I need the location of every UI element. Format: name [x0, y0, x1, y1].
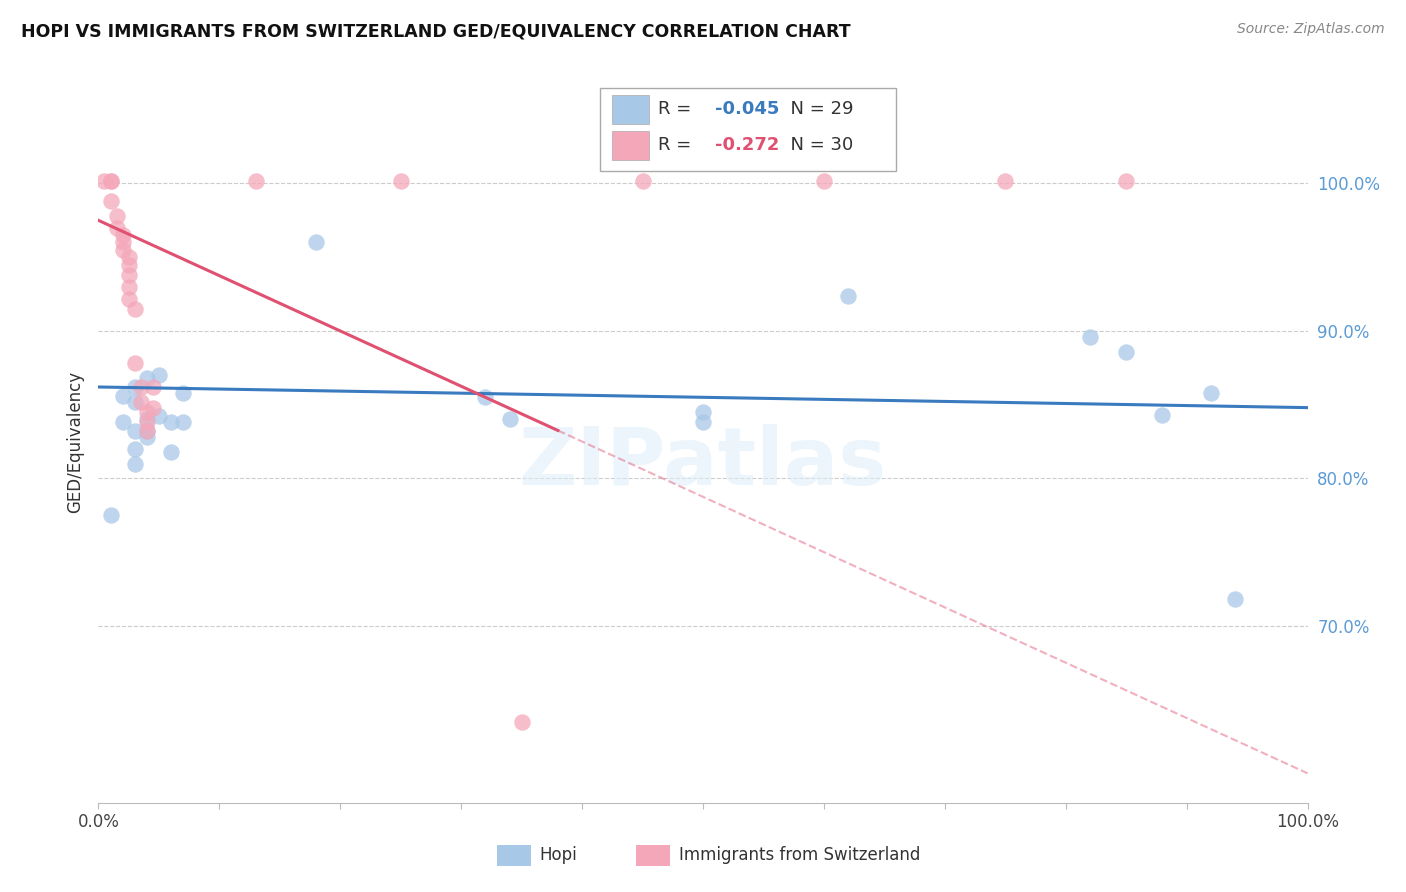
Point	[124, 424, 146, 438]
Text: N = 30: N = 30	[779, 136, 853, 154]
Point	[100, 173, 122, 187]
Point	[837, 288, 859, 302]
Point	[142, 380, 165, 394]
Text: Immigrants from Switzerland: Immigrants from Switzerland	[679, 846, 920, 863]
Point	[105, 209, 128, 223]
Point	[135, 424, 157, 438]
Point	[148, 368, 170, 383]
Point	[510, 714, 533, 729]
Text: -0.045: -0.045	[716, 100, 779, 118]
Point	[135, 416, 157, 430]
Text: Hopi: Hopi	[540, 846, 578, 863]
Point	[124, 457, 146, 471]
Point	[100, 508, 122, 523]
Point	[305, 235, 328, 250]
Point	[129, 394, 152, 409]
Point	[111, 389, 134, 403]
Point	[118, 292, 141, 306]
Point	[111, 416, 134, 430]
Text: R =: R =	[658, 100, 697, 118]
Point	[124, 301, 146, 316]
FancyBboxPatch shape	[600, 87, 897, 170]
Text: R =: R =	[658, 136, 697, 154]
Point	[118, 279, 141, 293]
Text: Source: ZipAtlas.com: Source: ZipAtlas.com	[1237, 22, 1385, 37]
Point	[474, 390, 496, 404]
Y-axis label: GED/Equivalency: GED/Equivalency	[66, 370, 84, 513]
Point	[1199, 385, 1222, 400]
Point	[124, 394, 146, 409]
Point	[100, 173, 122, 187]
Point	[135, 405, 157, 419]
Point	[498, 412, 520, 426]
Point	[692, 416, 714, 430]
Point	[1078, 330, 1101, 344]
Point	[118, 258, 141, 272]
Text: -0.272: -0.272	[716, 136, 779, 154]
Point	[135, 430, 157, 444]
Point	[813, 173, 835, 187]
Point	[135, 424, 157, 438]
Point	[111, 235, 134, 250]
Point	[172, 385, 194, 400]
Text: ZIPatlas: ZIPatlas	[519, 425, 887, 502]
Point	[245, 173, 267, 187]
Bar	[613, 95, 648, 124]
Point	[105, 220, 128, 235]
Point	[118, 250, 141, 264]
Point	[1223, 592, 1246, 607]
Bar	[613, 131, 648, 160]
Point	[160, 416, 183, 430]
Bar	[498, 845, 531, 866]
Point	[135, 371, 157, 385]
Point	[1115, 173, 1137, 187]
Point	[142, 401, 165, 415]
Point	[135, 412, 157, 426]
Text: HOPI VS IMMIGRANTS FROM SWITZERLAND GED/EQUIVALENCY CORRELATION CHART: HOPI VS IMMIGRANTS FROM SWITZERLAND GED/…	[21, 22, 851, 40]
Point	[160, 445, 183, 459]
Point	[111, 243, 134, 257]
Point	[129, 380, 152, 394]
Point	[1152, 408, 1174, 422]
Text: N = 29: N = 29	[779, 100, 853, 118]
Point	[631, 173, 654, 187]
Point	[994, 173, 1017, 187]
Point	[124, 380, 146, 394]
Point	[1115, 344, 1137, 359]
Point	[124, 356, 146, 370]
Point	[172, 416, 194, 430]
Point	[148, 409, 170, 424]
Point	[93, 173, 115, 187]
Bar	[637, 845, 671, 866]
Point	[124, 442, 146, 456]
Point	[100, 194, 122, 209]
Point	[389, 173, 412, 187]
Point	[692, 405, 714, 419]
Point	[118, 268, 141, 282]
Point	[111, 228, 134, 243]
